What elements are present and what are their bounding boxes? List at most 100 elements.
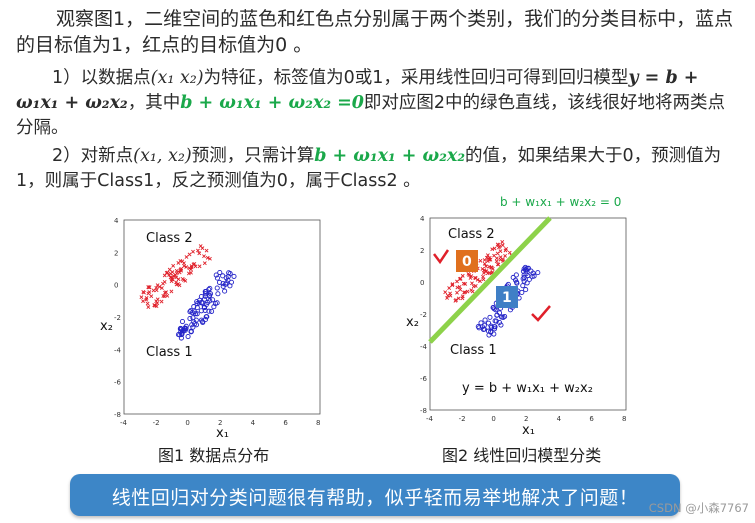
class2-point: [171, 263, 176, 268]
class2-point: [142, 290, 146, 295]
class1-point: [523, 287, 529, 293]
class2-point: [460, 273, 465, 278]
class2-point: [202, 254, 206, 259]
class1-point: [182, 327, 188, 333]
class2-point: [450, 283, 455, 288]
class2-point: [467, 273, 472, 277]
class2-point: [189, 264, 194, 268]
class2-point: [482, 261, 487, 266]
class1-point: [496, 310, 503, 316]
class2-point: [157, 284, 162, 289]
y-tick-label: -8: [114, 411, 121, 419]
class2-point: [492, 253, 496, 258]
y-tick-label: -8: [420, 407, 427, 415]
class2-point: [204, 248, 209, 253]
y-axis-label: x₂: [100, 319, 113, 334]
class1-point: [202, 307, 208, 313]
class1-point: [194, 299, 200, 305]
class1-point: [192, 311, 199, 317]
class1-point: [488, 329, 494, 335]
y-tick-label: -6: [114, 379, 122, 387]
step2-prefix: 2）对新点: [52, 146, 134, 166]
class1-point: [498, 322, 504, 328]
class1-point: [522, 264, 528, 270]
class2-point: [470, 281, 474, 286]
class2-point: [450, 282, 455, 287]
y-tick-label: 4: [420, 215, 425, 223]
y-tick-label: 2: [420, 247, 424, 255]
class1-point: [499, 314, 505, 320]
class2-point: [171, 274, 176, 278]
model-equation: y = b + w₁x₁ + w₂x₂: [462, 381, 593, 396]
class2-point: [462, 290, 466, 295]
class1-point: [519, 289, 525, 295]
class2-point: [146, 305, 151, 309]
x-tick-label: 4: [251, 419, 256, 427]
class2-point: [141, 299, 145, 304]
class1-point: [485, 320, 492, 326]
class1-point: [510, 274, 516, 281]
x-tick-label: -2: [459, 415, 466, 423]
step2-suffix: 的值，如果结果大于0，预测值为1，则属于Class1，反之预测值为0，属于Cla…: [16, 146, 722, 191]
class1-point: [207, 291, 214, 297]
class1-point: [227, 271, 233, 277]
class2-point: [146, 285, 151, 289]
class2-point: [455, 279, 459, 284]
x-tick-label: 0: [185, 419, 189, 427]
class2-point: [500, 240, 505, 244]
class2-point: [193, 264, 198, 269]
class2-point: [485, 253, 490, 258]
class2-point: [144, 296, 149, 300]
class1-label: Class 1: [450, 343, 497, 358]
class2-point: [455, 290, 459, 295]
figure-1: -4 -2 0 2 4 6 8 4 2 0 -2 -4 -6 -8 Class 2 Class 1 x₁ …: [96, 212, 336, 444]
class2-point: [460, 294, 465, 299]
class1-point: [491, 324, 497, 330]
class1-point: [520, 283, 526, 289]
class2-point: [162, 273, 167, 278]
class1-point: [487, 314, 493, 320]
class1-point: [492, 326, 498, 332]
class2-point: [163, 290, 167, 295]
class2-point: [454, 298, 459, 302]
class2-point: [496, 262, 501, 267]
x-tick-label: 4: [557, 415, 562, 423]
class1-point: [209, 308, 215, 314]
class2-point: [500, 243, 505, 248]
class2-point: [498, 257, 503, 262]
class2-point: [159, 299, 164, 304]
class1-point: [496, 319, 503, 326]
class1-point: [185, 334, 191, 340]
figure-2-plot: b + w₁x₁ + w₂x₂ = 0 -4 -2 0 2 4 6 8 4 2 0 -2 -4 -6 -8…: [406, 196, 626, 438]
class1-point: [215, 291, 221, 297]
class1-point: [214, 275, 220, 281]
class2-point: [447, 286, 452, 290]
class1-point: [179, 318, 186, 325]
class2-point: [173, 273, 178, 277]
class1-point: [202, 291, 209, 297]
boundary-line-label: b + w₁x₁ + w₂x₂ = 0: [500, 196, 621, 209]
y-tick-label: 0: [114, 282, 118, 290]
class1-point: [213, 272, 219, 278]
class1-point: [227, 283, 233, 289]
step1-mid2: ，其中: [127, 93, 181, 113]
class2-point: [494, 256, 499, 261]
class2-point: [473, 284, 478, 288]
y-tick-label: 0: [420, 279, 424, 287]
class2-point: [197, 264, 202, 269]
class1-point: [202, 293, 208, 299]
class1-point: [202, 296, 208, 302]
class1-point: [475, 323, 481, 330]
class1-point: [197, 297, 203, 303]
class2-point: [465, 289, 470, 294]
step2-mid1: 预测，只需计算: [191, 146, 315, 166]
x-tick-label: -4: [120, 419, 128, 427]
figure-2-caption: 图2 线性回归模型分类: [442, 446, 602, 465]
class2-point: [151, 288, 156, 293]
step2-paragraph: 2）对新点(x₁, x₂)预测，只需计算b + ω₁x₁ + ω₂x₂的值，如果…: [16, 144, 736, 194]
class2-point: [147, 290, 152, 294]
class2-point: [482, 258, 487, 262]
class1-point: [207, 285, 213, 291]
class2-point: [458, 287, 463, 292]
x-axis-label: x₁: [522, 423, 535, 438]
